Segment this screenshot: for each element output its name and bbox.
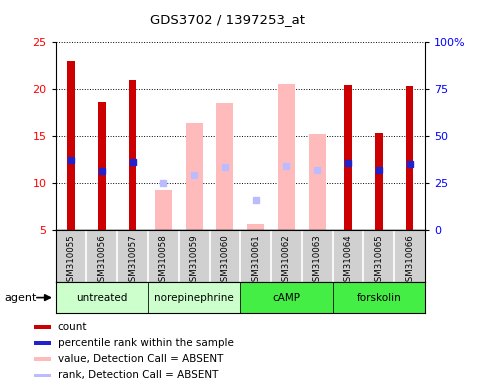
Text: GSM310055: GSM310055 — [67, 235, 75, 287]
Bar — [34, 374, 51, 377]
Text: percentile rank within the sample: percentile rank within the sample — [58, 338, 234, 348]
Text: GSM310065: GSM310065 — [374, 235, 384, 287]
Text: GSM310059: GSM310059 — [190, 235, 199, 287]
Text: value, Detection Call = ABSENT: value, Detection Call = ABSENT — [58, 354, 223, 364]
Bar — [333, 282, 425, 313]
Text: cAMP: cAMP — [272, 293, 300, 303]
Bar — [98, 103, 106, 230]
Bar — [34, 325, 51, 329]
Text: GSM310061: GSM310061 — [251, 235, 260, 287]
Text: rank, Detection Call = ABSENT: rank, Detection Call = ABSENT — [58, 370, 218, 381]
Text: forskolin: forskolin — [356, 293, 401, 303]
Bar — [155, 190, 172, 230]
Text: GSM310060: GSM310060 — [220, 235, 229, 287]
Bar — [278, 84, 295, 230]
Bar — [406, 86, 413, 230]
Bar — [185, 123, 202, 230]
Bar — [148, 282, 241, 313]
Bar — [375, 132, 383, 230]
Bar — [309, 134, 326, 230]
Bar — [344, 84, 352, 230]
Bar — [247, 224, 264, 230]
Text: GSM310056: GSM310056 — [97, 235, 106, 287]
Text: GSM310066: GSM310066 — [405, 235, 414, 287]
Text: GSM310063: GSM310063 — [313, 235, 322, 287]
Bar — [56, 282, 148, 313]
Text: GDS3702 / 1397253_at: GDS3702 / 1397253_at — [150, 13, 304, 26]
Bar — [240, 282, 333, 313]
Text: count: count — [58, 322, 87, 332]
Text: GSM310062: GSM310062 — [282, 235, 291, 287]
Text: GSM310057: GSM310057 — [128, 235, 137, 287]
Text: GSM310064: GSM310064 — [343, 235, 353, 287]
Text: agent: agent — [5, 293, 37, 303]
Bar — [34, 341, 51, 345]
Bar — [216, 103, 233, 230]
Bar — [67, 61, 75, 230]
Text: norepinephrine: norepinephrine — [154, 293, 234, 303]
Text: GSM310058: GSM310058 — [159, 235, 168, 287]
Bar — [128, 80, 136, 230]
Bar — [34, 358, 51, 361]
Text: untreated: untreated — [76, 293, 128, 303]
